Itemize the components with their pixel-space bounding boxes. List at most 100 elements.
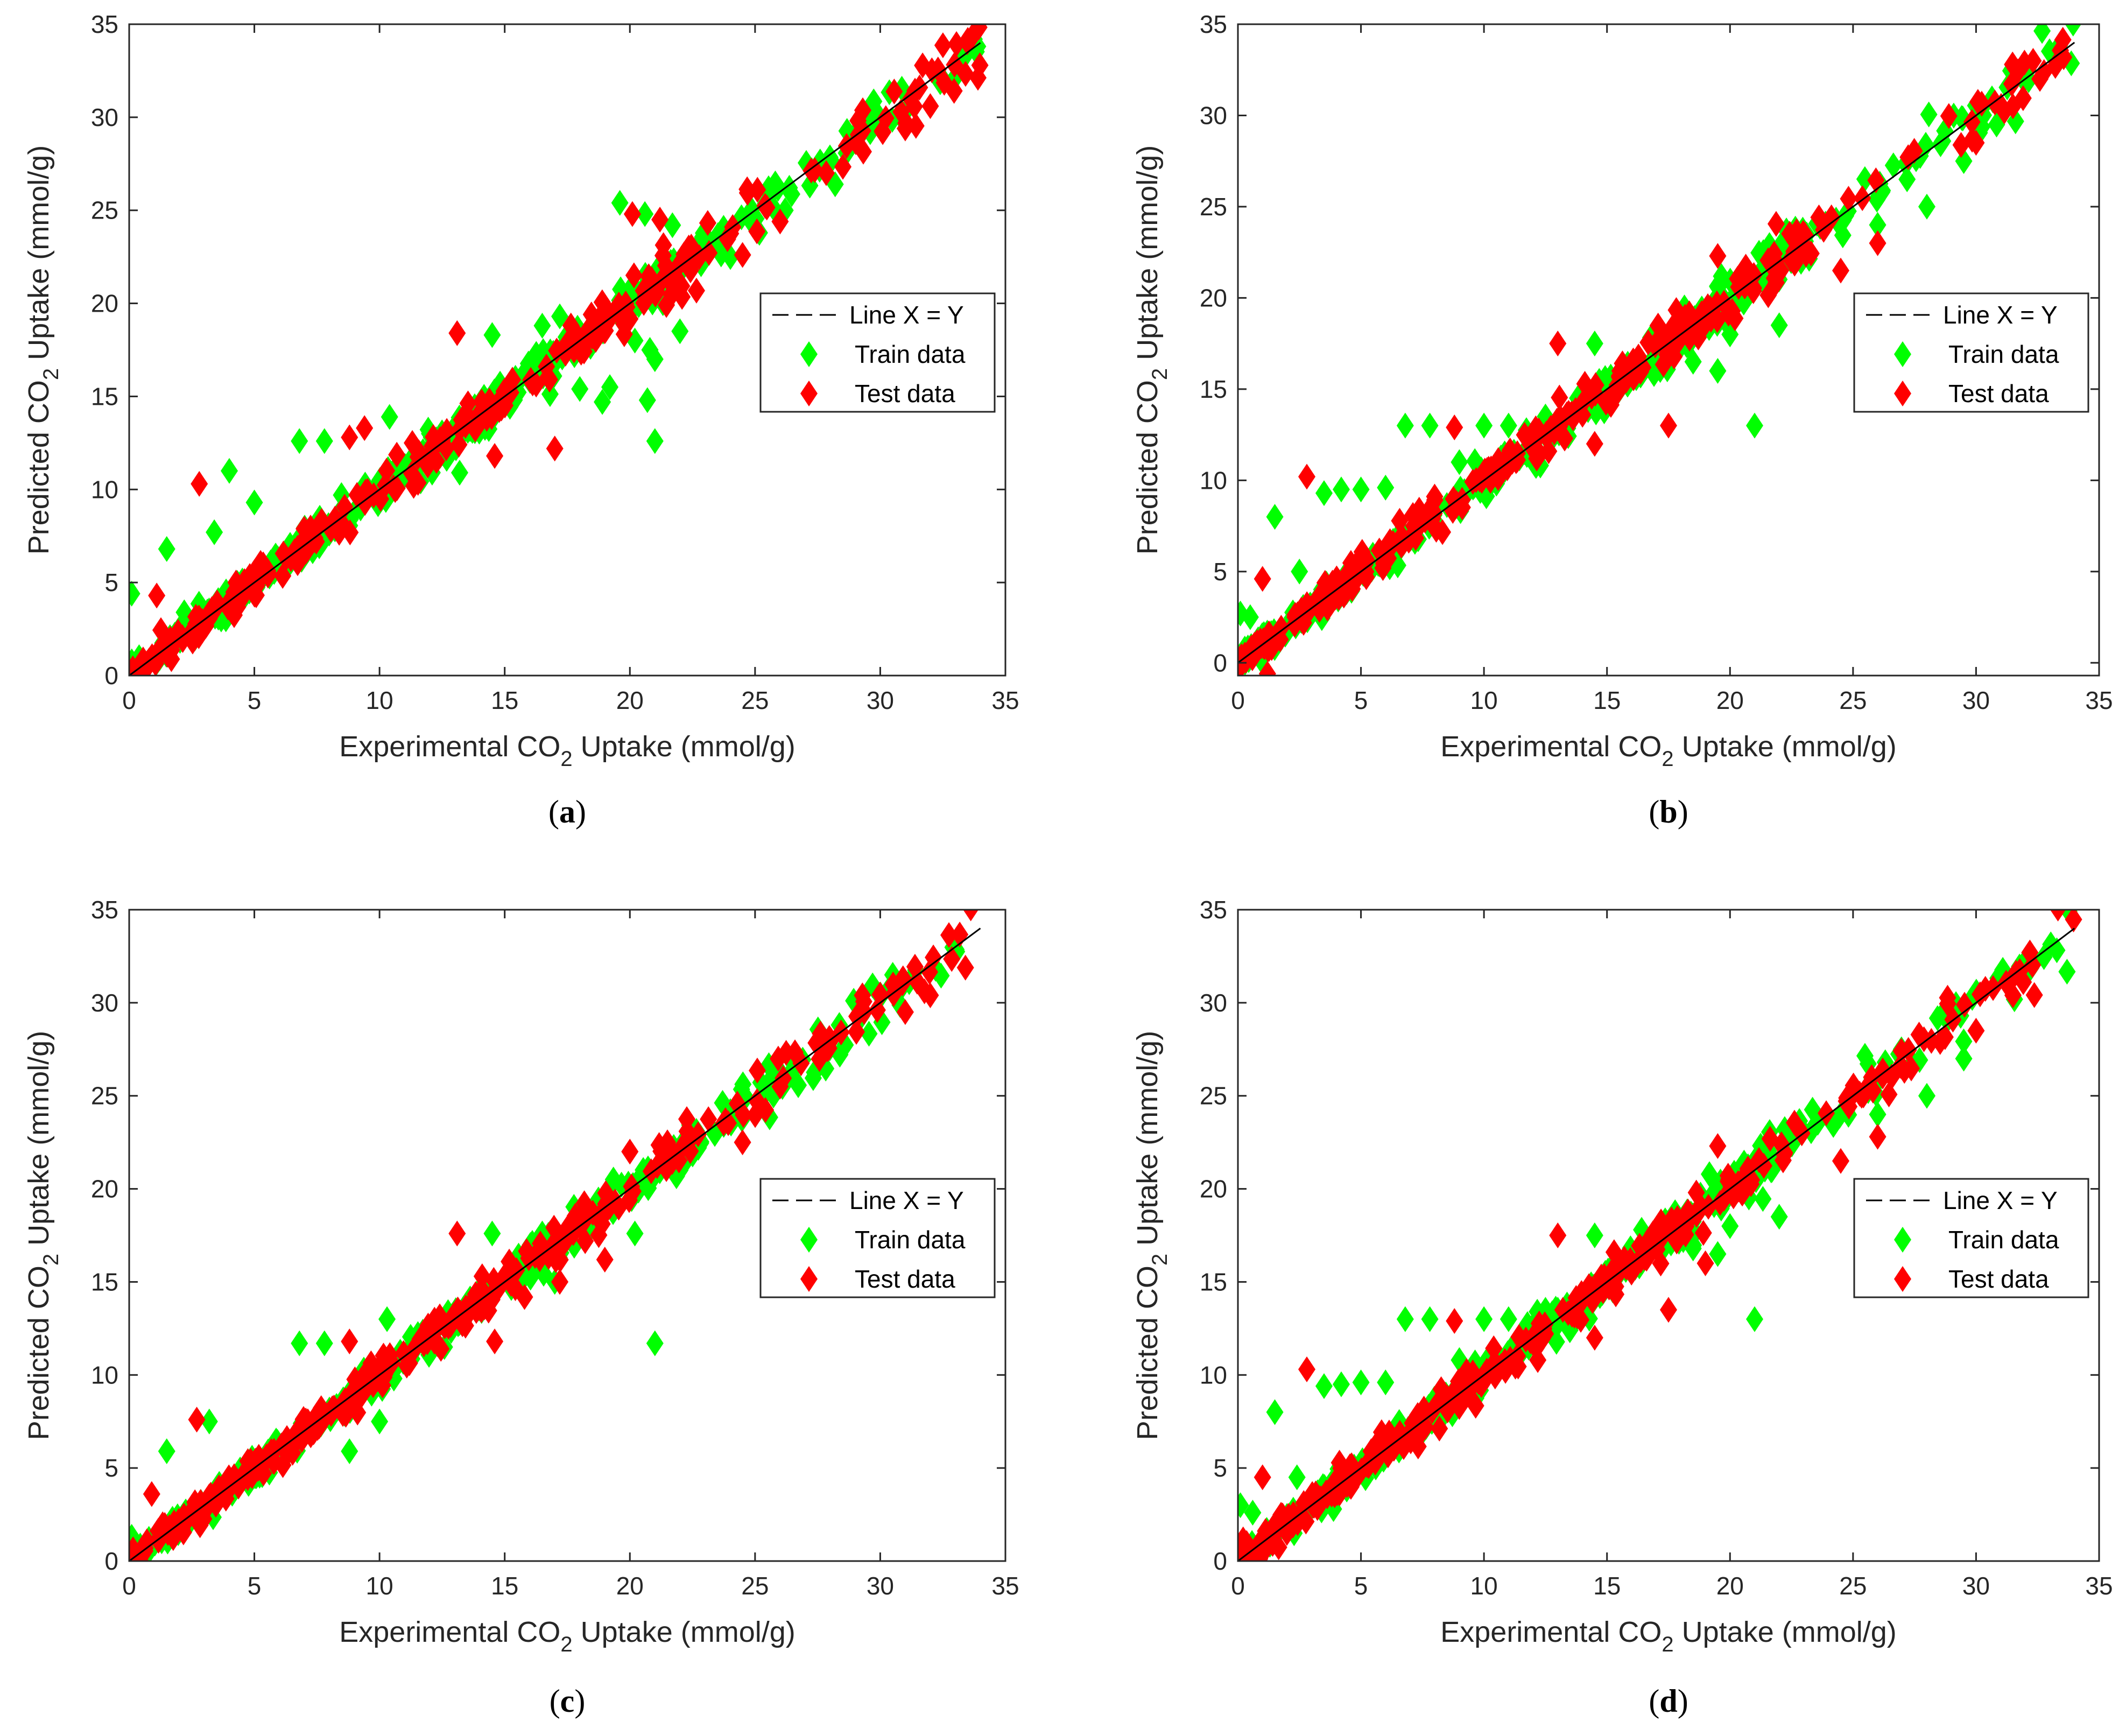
test-data-point [457, 400, 475, 426]
y-tick-label: 20 [91, 1175, 118, 1203]
test-data-point [651, 207, 669, 233]
legend-test-swatch [1894, 381, 1911, 406]
test-data-point [1381, 528, 1399, 554]
x-tick-label: 25 [741, 1572, 769, 1600]
test-data-point [216, 1478, 234, 1505]
test-data-point [925, 944, 942, 971]
test-data-point [2004, 982, 2022, 1009]
test-data-point [1391, 508, 1409, 534]
test-data-point [1391, 1419, 1409, 1446]
train-data-point [1955, 1028, 1973, 1055]
test-data-point [659, 1129, 677, 1156]
test-data-point [486, 1329, 504, 1355]
test-data-point [896, 999, 914, 1025]
train-data-point [804, 1065, 822, 1091]
test-data-point [929, 57, 947, 83]
test-data-point [136, 1535, 154, 1561]
test-data-point [699, 210, 716, 236]
test-data-point [1585, 1281, 1602, 1307]
train-data-point [1684, 349, 1702, 375]
x-tick-label: 10 [1470, 1572, 1498, 1600]
x-tick-label: 0 [1231, 686, 1245, 714]
test-data-point [1563, 1302, 1581, 1328]
test-data-point [1427, 517, 1445, 543]
test-data-point [325, 1394, 343, 1421]
test-data-point [802, 157, 820, 184]
train-data-point [1238, 600, 1249, 627]
test-data-point [896, 115, 914, 142]
test-data-point [654, 242, 672, 269]
data-points [1238, 910, 2082, 1561]
test-data-point [378, 458, 396, 484]
test-data-point [963, 910, 979, 922]
test-data-point [921, 93, 939, 120]
test-data-point [497, 1261, 515, 1288]
train-data-point [2065, 24, 2081, 37]
y-tick-label: 20 [1200, 284, 1227, 312]
train-data-point [1754, 1186, 1772, 1212]
test-data-point [971, 52, 989, 79]
x-tick-label: 15 [1593, 1572, 1621, 1600]
y-tick-label: 35 [91, 10, 118, 38]
test-data-point [579, 323, 596, 349]
test-data-point [1240, 1537, 1257, 1561]
legend-label-train: Train data [855, 340, 966, 368]
test-data-point [596, 1246, 614, 1273]
test-data-point [623, 1173, 640, 1200]
test-data-point [1891, 1053, 1909, 1079]
legend-label-test: Test data [1948, 379, 2049, 407]
train-data-point [1709, 1241, 1727, 1267]
legend-train-swatch [1894, 341, 1911, 367]
test-data-point [466, 416, 484, 442]
train-data-point [1421, 1306, 1439, 1332]
data-points [129, 910, 981, 1561]
x-tick-label: 35 [2085, 686, 2113, 714]
legend-label-test: Test data [855, 1265, 955, 1293]
train-data-point [341, 1438, 358, 1465]
test-data-point [1694, 1220, 1712, 1246]
x-tick-label: 5 [1354, 1572, 1368, 1600]
test-data-point [945, 78, 963, 104]
test-data-point [1667, 310, 1685, 336]
train-data-point [646, 428, 664, 454]
test-data-point [1254, 566, 1271, 592]
test-data-point [1639, 329, 1657, 356]
test-data-point [1587, 372, 1604, 398]
train-data-point [1244, 1500, 1262, 1526]
axes-frame [1237, 23, 2100, 677]
test-data-point [148, 582, 166, 609]
legend-label-test: Test data [855, 379, 955, 407]
test-data-point [1709, 1133, 1727, 1159]
test-data-point [623, 201, 641, 227]
y-tick-label: 35 [91, 896, 118, 924]
test-data-point [1696, 1250, 1714, 1276]
x-tick-label: 10 [366, 1572, 393, 1600]
panel-caption: (a) [548, 794, 586, 830]
test-data-point [956, 954, 974, 981]
test-data-point [143, 1481, 160, 1507]
test-data-point [1431, 1415, 1448, 1442]
y-tick-label: 30 [1200, 101, 1227, 129]
x-tick-label: 25 [741, 686, 769, 714]
train-data-point [1709, 273, 1727, 299]
test-data-point [1880, 1081, 1898, 1108]
test-data-point [504, 367, 522, 393]
test-data-point [551, 1269, 569, 1295]
y-tick-label: 15 [91, 382, 118, 410]
test-data-point [1931, 1029, 1949, 1055]
identity-line [1238, 41, 2075, 664]
test-data-point [1967, 1017, 1985, 1044]
test-data-point [1681, 325, 1699, 352]
test-data-point [231, 587, 249, 614]
test-data-point [1745, 275, 1763, 301]
train-data-point [860, 1021, 878, 1047]
train-data-point [783, 181, 800, 207]
test-data-point [1899, 144, 1917, 170]
train-data-point [158, 536, 175, 562]
scatter-panel-c: 0 5 10 15 20 25 30 35 0 5 10 15 20 25 30 35 Experimental… [23, 896, 1019, 1719]
test-data-point [1298, 463, 1315, 490]
y-tick-label: 20 [1200, 1175, 1227, 1203]
x-tick-label: 30 [867, 686, 894, 714]
test-data-point [541, 367, 559, 393]
test-data-point [190, 623, 208, 649]
